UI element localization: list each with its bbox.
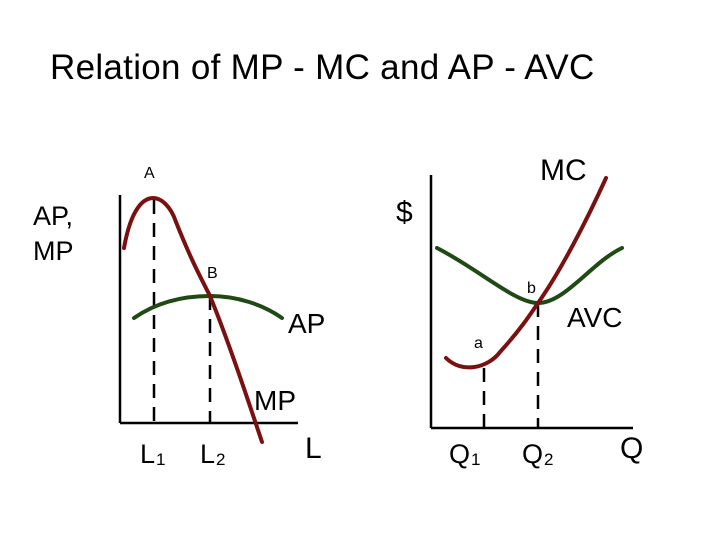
tick-l2-subscript: 2 — [216, 450, 225, 469]
tick-l1-label: L1 — [140, 439, 166, 469]
tick-q1-label: Q1 — [449, 439, 480, 469]
right-y-axis-label: $ — [396, 196, 413, 229]
tick-l1-subscript: 1 — [156, 450, 165, 469]
tick-q1-main: Q — [449, 439, 470, 469]
left-y-axis-label-ap: AP, — [33, 201, 73, 231]
left-x-axis-label: L — [305, 432, 322, 465]
ap-curve — [132, 293, 284, 320]
point-b-lower-label: b — [527, 280, 536, 297]
point-a-lower-label: a — [474, 335, 483, 352]
mc-curve-label: MC — [540, 154, 587, 187]
point-b-label: B — [207, 265, 218, 282]
ap-curve-label: AP — [288, 308, 325, 339]
tick-q2-subscript: 2 — [544, 450, 553, 469]
mp-curve-label: MP — [254, 385, 296, 416]
tick-q2-main: Q — [522, 439, 543, 469]
avc-curve-label: AVC — [567, 302, 623, 333]
tick-q1-subscript: 1 — [471, 450, 480, 469]
slide-title: Relation of MP - MC and AP - AVC — [50, 48, 595, 87]
left-panel: AP, MP A B AP MP L1 L2 L — [33, 165, 325, 469]
tick-l2-label: L2 — [200, 439, 226, 469]
left-y-axis-label-mp: MP — [33, 236, 74, 266]
right-panel: $ MC AVC b a Q1 Q2 Q — [396, 154, 643, 469]
right-x-axis-label: Q — [620, 432, 643, 465]
tick-l1-main: L — [140, 439, 155, 469]
tick-l2-main: L — [200, 439, 215, 469]
point-a-label: A — [144, 165, 155, 182]
tick-q2-label: Q2 — [522, 439, 553, 469]
mc-curve — [444, 176, 608, 370]
mp-curve — [122, 196, 264, 444]
